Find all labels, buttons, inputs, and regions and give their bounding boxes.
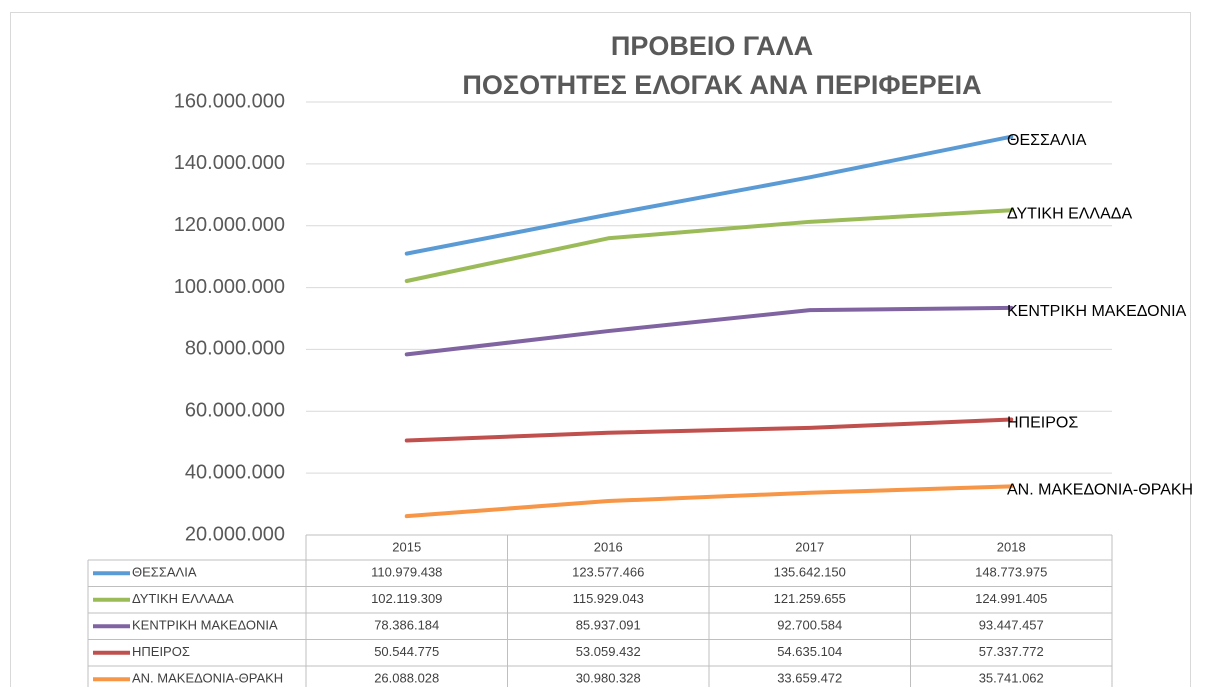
table-value: 33.659.472	[777, 671, 842, 686]
legend-label: ΗΠΕΙΡΟΣ	[132, 644, 190, 659]
y-tick-label: 160.000.000	[174, 90, 285, 112]
table-value: 54.635.104	[777, 644, 842, 659]
x-tick-label: 2018	[997, 539, 1026, 554]
y-tick-label: 60.000.000	[185, 400, 285, 422]
chart-frame	[10, 12, 1191, 687]
table-value: 148.773.975	[975, 565, 1047, 580]
chart-title: ΠΡΟΒΕΙΟ ΓΑΛΑ	[611, 31, 813, 61]
table-value: 123.577.466	[572, 565, 644, 580]
line-end-label: ΘΕΣΣΑΛΙΑ	[1007, 132, 1087, 149]
table-value: 78.386.184	[374, 618, 439, 633]
table-value: 57.337.772	[979, 644, 1044, 659]
table-value: 110.979.438	[371, 565, 442, 580]
table-value: 135.642.150	[774, 565, 846, 580]
x-tick-label: 2016	[594, 539, 623, 554]
line-end-label: ΑΝ. ΜΑΚΕΔΟΝΙΑ-ΘΡΑΚΗ	[1007, 482, 1193, 499]
line-end-label: ΚΕΝΤΡΙΚΗ ΜΑΚΕΔΟΝΙΑ	[1007, 303, 1187, 320]
legend-label: ΑΝ. ΜΑΚΕΔΟΝΙΑ-ΘΡΑΚΗ	[132, 671, 283, 686]
legend-label: ΔΥΤΙΚΗ ΕΛΛΑΔΑ	[132, 591, 234, 606]
chart-subtitle: ΠΟΣΟΤΗΤΕΣ ΕΛΟΓΑΚ ΑΝΑ ΠΕΡΙΦΕΡΕΙΑ	[462, 70, 981, 100]
y-tick-label: 140.000.000	[174, 152, 285, 174]
table-value: 53.059.432	[576, 644, 641, 659]
table-value: 102.119.309	[371, 591, 442, 606]
x-tick-label: 2015	[392, 539, 421, 554]
y-tick-label: 120.000.000	[174, 214, 285, 236]
series-line	[404, 417, 1014, 443]
y-tick-label: 80.000.000	[185, 338, 285, 360]
table-value: 115.929.043	[573, 591, 644, 606]
table-value: 124.991.405	[975, 591, 1047, 606]
series-line	[404, 134, 1014, 256]
table-value: 35.741.062	[979, 671, 1044, 686]
table-value: 50.544.775	[374, 644, 439, 659]
legend-label: ΘΕΣΣΑΛΙΑ	[132, 565, 197, 580]
table-value: 92.700.584	[777, 618, 842, 633]
series-line	[404, 208, 1014, 284]
series-line	[404, 484, 1014, 519]
y-tick-label: 20.000.000	[185, 523, 285, 545]
table-value: 30.980.328	[576, 671, 641, 686]
line-end-label: ΔΥΤΙΚΗ ΕΛΛΑΔΑ	[1007, 205, 1132, 222]
y-tick-label: 100.000.000	[174, 276, 285, 298]
y-tick-label: 40.000.000	[185, 461, 285, 483]
x-tick-label: 2017	[795, 539, 824, 554]
table-value: 26.088.028	[374, 671, 439, 686]
legend-label: ΚΕΝΤΡΙΚΗ ΜΑΚΕΔΟΝΙΑ	[132, 618, 278, 633]
series-line	[404, 305, 1014, 357]
table-value: 121.259.655	[774, 591, 846, 606]
table-value: 93.447.457	[979, 618, 1044, 633]
line-end-label: ΗΠΕΙΡΟΣ	[1007, 415, 1078, 432]
table-value: 85.937.091	[576, 618, 641, 633]
